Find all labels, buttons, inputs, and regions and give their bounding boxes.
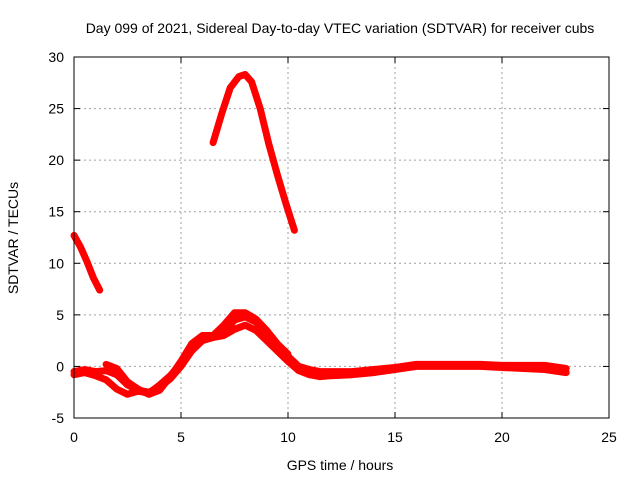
data-point	[252, 315, 259, 322]
data-point	[265, 140, 272, 147]
data-point	[188, 340, 195, 347]
data-point	[210, 332, 217, 339]
data-point	[242, 71, 249, 78]
data-point	[456, 363, 463, 370]
y-tick-label: 5	[56, 307, 64, 323]
data-point	[252, 327, 259, 334]
data-point	[541, 366, 548, 373]
data-point	[156, 387, 163, 394]
data-point	[285, 358, 291, 365]
data-point	[499, 364, 505, 371]
data-point	[477, 363, 484, 370]
data-point	[242, 309, 249, 316]
data-point	[113, 365, 120, 372]
data-point	[167, 373, 174, 380]
x-tick-label: 20	[494, 429, 510, 445]
data-point	[178, 358, 184, 365]
y-tick-label: 0	[56, 358, 64, 374]
data-point	[81, 369, 88, 376]
x-tick-label: 10	[280, 429, 296, 445]
data-point	[306, 371, 313, 378]
data-point	[199, 332, 206, 339]
data-point	[231, 326, 238, 333]
data-point	[263, 327, 270, 334]
data-point	[218, 110, 225, 117]
series-layer	[70, 71, 570, 398]
data-point	[103, 361, 110, 368]
data-point	[92, 372, 99, 379]
data-point	[77, 243, 84, 250]
data-point	[96, 287, 103, 294]
series-track-b	[70, 321, 570, 398]
data-point	[263, 337, 270, 344]
data-point	[563, 369, 570, 376]
axis-ticks: 0 5 10 15 20 25 -5 0 5 10 15 20 25 30	[48, 49, 617, 445]
data-point	[257, 105, 264, 112]
data-point	[392, 366, 398, 373]
data-point	[220, 322, 227, 329]
plot-frame	[73, 56, 610, 419]
y-tick-label: 25	[48, 101, 64, 117]
data-point	[434, 363, 441, 370]
y-tick-label: 30	[48, 49, 64, 65]
data-point	[274, 347, 281, 354]
data-point	[83, 258, 90, 265]
series-midday-peak	[209, 71, 298, 234]
data-point	[210, 139, 217, 146]
data-point	[242, 322, 249, 329]
x-axis-label: GPS time / hours	[287, 457, 394, 473]
data-point	[285, 351, 291, 358]
y-tick-label: 10	[48, 255, 64, 271]
data-point	[274, 340, 281, 347]
y-axis-label: SDTVAR / TECUs	[5, 182, 21, 294]
data-point	[124, 378, 131, 385]
data-point	[317, 373, 324, 380]
data-point	[413, 363, 420, 370]
data-point	[235, 73, 242, 80]
data-point	[349, 371, 356, 378]
data-point	[220, 332, 227, 339]
data-point	[231, 309, 238, 316]
data-point	[248, 78, 255, 85]
x-tick-label: 25	[601, 429, 617, 445]
data-point	[327, 372, 334, 379]
data-point	[295, 367, 302, 374]
y-tick-label: 20	[48, 152, 64, 168]
data-point	[145, 391, 152, 398]
series-track-a	[70, 313, 570, 396]
y-tick-label: 15	[48, 204, 64, 220]
data-point	[370, 369, 377, 376]
data-point	[90, 274, 97, 281]
data-point	[103, 376, 110, 383]
x-tick-label: 5	[177, 429, 185, 445]
data-point	[274, 171, 281, 178]
data-point	[520, 365, 527, 372]
data-point	[282, 200, 289, 207]
data-point	[113, 386, 120, 393]
data-point	[124, 391, 131, 398]
chart-title: Day 099 of 2021, Sidereal Day-to-day VTE…	[86, 20, 595, 36]
data-point	[103, 367, 110, 374]
y-tick-label: -5	[52, 410, 65, 426]
x-tick-label: 15	[387, 429, 403, 445]
data-point	[291, 227, 298, 234]
x-tick-label: 0	[70, 429, 78, 445]
series-track-c	[102, 309, 292, 398]
data-point	[135, 386, 142, 393]
data-point	[227, 84, 234, 91]
